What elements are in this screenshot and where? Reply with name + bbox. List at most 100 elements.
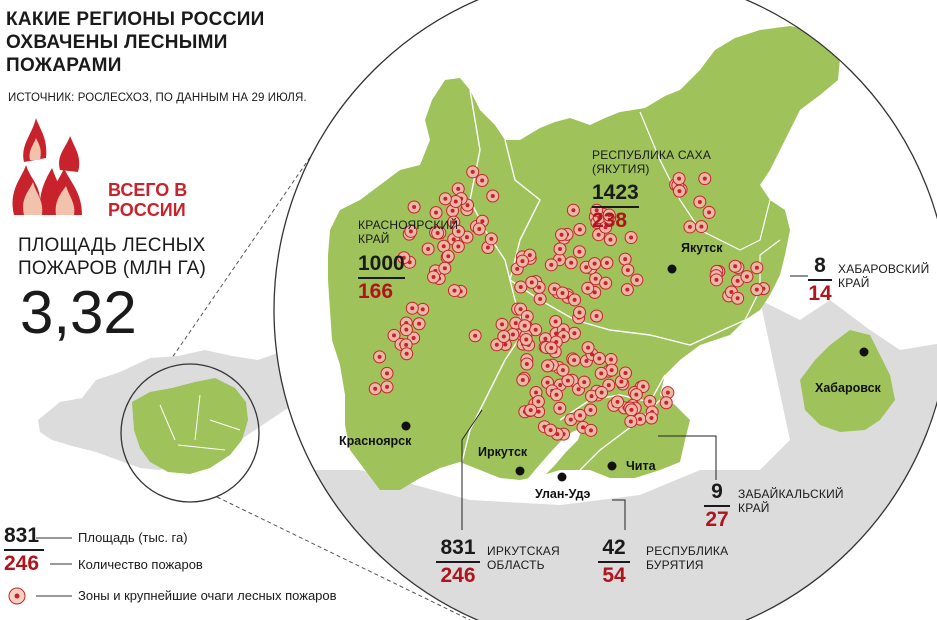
region-name: КРАСНОЯРСКИЙ КРАЙ [358,218,459,246]
fire-marker-center [480,178,485,183]
fire-marker-center [537,285,542,290]
fire-marker-center [628,419,633,424]
fire-marker-center [536,409,541,414]
fire-marker-center [518,285,523,290]
fire-marker-center [503,342,508,347]
fire-marker-center [597,356,602,361]
fire-marker-center [677,176,682,181]
fire-marker-center [697,199,702,204]
fire-marker-center [533,327,538,332]
fire-marker-center [593,276,598,281]
fire-marker-center [554,392,559,397]
city-dot-ulan-ude [557,472,567,482]
region-fires: 246 [440,564,476,587]
fire-marker-center [585,286,590,291]
city-dot-yakutsk [667,264,677,274]
fire-marker-center [580,425,585,430]
fire-marker-center [578,413,583,418]
city-yakutsk: Якутск [681,241,723,255]
fire-marker-center [529,280,534,285]
fire-marker-center [543,336,548,341]
fire-marker-center [420,307,425,312]
fire-marker-center [558,382,563,387]
fire-marker-center [729,289,734,294]
fire-marker-center [494,342,499,347]
fire-marker-center [594,208,599,213]
fire-marker-center [572,331,577,336]
fire-marker-center [520,259,525,264]
fire-marker-center [558,246,563,251]
mini-map-circle [120,363,260,503]
fire-marker-center [417,321,422,326]
fire-marker-center [603,225,608,230]
fire-marker-center [501,334,506,339]
fire-marker-center [560,290,565,295]
fire-marker-center [603,281,608,286]
region-area: 42 [602,536,626,559]
fire-marker-center [552,286,557,291]
fire-marker-center [641,384,646,389]
city-irkutsk: Иркутск [478,445,528,459]
fire-marker-center [524,337,529,342]
fire-marker-center [377,354,382,359]
fire-marker-center [588,428,593,433]
total-label: ВСЕГО В РОССИИ [108,180,188,220]
fire-marker-center [451,237,456,242]
region-buryatia-numbers: 42 54 [598,536,630,588]
fire-marker-center [572,297,577,302]
fire-marker-center [733,264,738,269]
fire-marker-center [456,244,461,249]
page-title: КАКИЕ РЕГИОНЫ РОССИИ ОХВАЧЕНЫ ЛЕСНЫМИ ПО… [6,9,265,76]
fire-marker-center [480,219,485,224]
region-fires: 238 [592,209,628,232]
fire-marker-center [524,361,529,366]
fire-marker-center [629,235,634,240]
fire-marker-center [609,357,614,362]
fire-marker-center [607,213,612,218]
fire-marker-center [571,208,576,213]
fire-marker-center [412,205,417,210]
fire-marker-center [528,408,533,413]
flame-icon [12,118,82,215]
fire-marker-center [452,288,457,293]
fire-marker-center [373,386,378,391]
fire-marker-center [577,310,582,315]
fire-marker-center [549,345,554,350]
khabarovsk-land [800,330,895,432]
fire-marker-center [435,231,440,236]
city-chita: Чита [626,459,656,473]
fire-marker-center [553,319,558,324]
city-dot-irkutsk [515,466,525,476]
fire-marker-center [754,265,759,270]
fire-marker-center [625,268,630,273]
fire-marker-center [582,380,587,385]
fire-marker-center [735,296,740,301]
region-zabaikalsky-name: ЗАБАЙКАЛЬСКИЙ КРАЙ [738,487,844,515]
region-khabarovsk-numbers: 8 14 [808,254,832,306]
fire-marker-center [527,253,532,258]
fire-marker-center [408,229,413,234]
fire-marker-center [565,378,570,383]
fire-marker-center [426,247,431,252]
region-zabaikalsky-numbers: 9 27 [704,480,730,532]
fire-marker-center [606,383,611,388]
fire-marker-center [545,380,550,385]
fire-marker-center [594,314,599,319]
fire-marker-center [545,363,550,368]
fire-marker-center [513,321,518,326]
city-dot-krasnoyarsk [401,421,411,431]
fire-marker-center [687,224,692,229]
legend-fires-text: Количество пожаров [78,557,203,572]
fire-marker-center [592,290,597,295]
legend-sample: 831 246 [4,524,44,576]
fire-marker-center [450,208,455,213]
fire-marker-center [599,390,604,395]
fire-marker-center [623,371,628,376]
fire-marker-center [677,189,682,194]
city-ulan-ude: Улан-Удэ [535,487,591,501]
fire-marker-center [510,332,515,337]
fire-marker-center [443,196,448,201]
region-name: РЕСПУБЛИКА САХА (ЯКУТИЯ) [592,148,712,176]
fire-marker-center [385,371,390,376]
fire-marker-center [590,352,595,357]
